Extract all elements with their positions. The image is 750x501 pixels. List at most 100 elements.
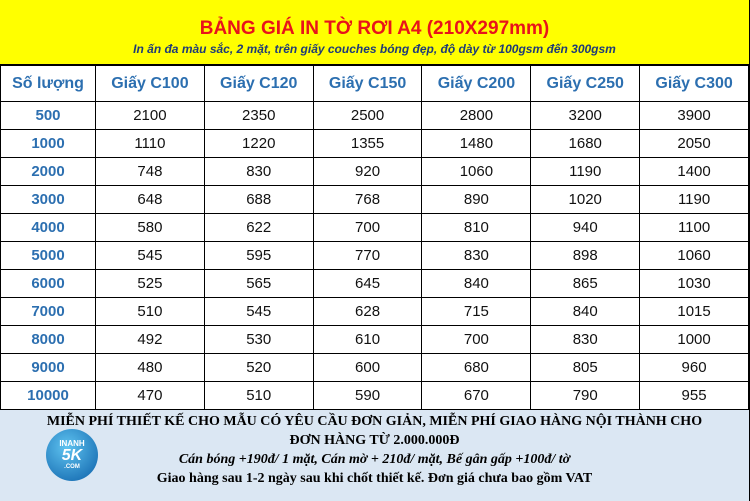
price-cell: 688 bbox=[203, 185, 314, 214]
table-row: 500 2100 2350 2500 2800 3200 3900 bbox=[0, 101, 749, 130]
price-cell: 1355 bbox=[312, 129, 423, 158]
logo-text: 5K bbox=[61, 447, 83, 464]
table-row: 1000 1110 1220 1355 1480 1680 2050 bbox=[0, 129, 749, 158]
price-cell: 830 bbox=[421, 241, 532, 270]
price-cell: 920 bbox=[312, 157, 423, 186]
title: BẢNG GIÁ IN TỜ RƠI A4 (210X297mm) bbox=[199, 18, 550, 39]
column-header: Giấy C250 bbox=[530, 65, 641, 102]
table-row: 6000 525 565 645 840 865 1030 bbox=[0, 269, 749, 298]
price-cell: 840 bbox=[421, 269, 532, 298]
price-table: Số lượng Giấy C100 Giấy C120 Giấy C150 Giấy … bbox=[0, 65, 749, 410]
price-cell: 2800 bbox=[421, 101, 532, 130]
price-cell: 470 bbox=[95, 381, 205, 410]
price-cell: 1680 bbox=[530, 129, 641, 158]
price-cell: 600 bbox=[312, 353, 423, 382]
price-cell: 1190 bbox=[530, 157, 641, 186]
price-cell: 480 bbox=[95, 353, 205, 382]
footer: INANH 5K .COM MIỄN PHÍ THIẾT KẾ CHO MẪU … bbox=[0, 410, 749, 501]
price-cell: 680 bbox=[421, 353, 532, 382]
price-cell: 510 bbox=[203, 381, 314, 410]
price-cell: 955 bbox=[639, 381, 749, 410]
price-cell: 565 bbox=[203, 269, 314, 298]
price-cell: 645 bbox=[312, 269, 423, 298]
price-cell: 2050 bbox=[639, 129, 749, 158]
price-cell: 748 bbox=[95, 157, 205, 186]
price-cell: 1110 bbox=[95, 129, 205, 158]
price-cell: 890 bbox=[421, 185, 532, 214]
quantity-cell: 4000 bbox=[0, 213, 96, 242]
header-row: Số lượng Giấy C100 Giấy C120 Giấy C150 Giấy … bbox=[0, 65, 749, 102]
quantity-cell: 8000 bbox=[0, 325, 96, 354]
price-cell: 865 bbox=[530, 269, 641, 298]
footer-line: Cán bóng +190đ/ 1 mặt, Cán mờ + 210đ/ mặ… bbox=[178, 452, 571, 467]
table-row: 5000 545 595 770 830 898 1060 bbox=[0, 241, 749, 270]
column-header: Số lượng bbox=[0, 65, 96, 102]
table-row: 8000 492 530 610 700 830 1000 bbox=[0, 325, 749, 354]
price-cell: 1100 bbox=[639, 213, 749, 242]
column-header: Giấy C150 bbox=[312, 65, 423, 102]
logo-text: INANH bbox=[59, 439, 85, 448]
price-cell: 3200 bbox=[530, 101, 641, 130]
price-cell: 830 bbox=[203, 157, 314, 186]
price-cell: 622 bbox=[203, 213, 314, 242]
price-cell: 2350 bbox=[203, 101, 314, 130]
table-row: 9000 480 520 600 680 805 960 bbox=[0, 353, 749, 382]
header: BẢNG GIÁ IN TỜ RƠI A4 (210X297mm) In ấn … bbox=[0, 0, 749, 65]
quantity-cell: 500 bbox=[0, 101, 96, 130]
price-cell: 700 bbox=[312, 213, 423, 242]
table-row: 3000 648 688 768 890 1020 1190 bbox=[0, 185, 749, 214]
price-cell: 1400 bbox=[639, 157, 749, 186]
price-cell: 1060 bbox=[421, 157, 532, 186]
price-cell: 530 bbox=[203, 325, 314, 354]
quantity-cell: 2000 bbox=[0, 157, 96, 186]
table-row: 2000 748 830 920 1060 1190 1400 bbox=[0, 157, 749, 186]
table-row: 7000 510 545 628 715 840 1015 bbox=[0, 297, 749, 326]
price-cell: 648 bbox=[95, 185, 205, 214]
price-cell: 492 bbox=[95, 325, 205, 354]
column-header: Giấy C300 bbox=[639, 65, 749, 102]
price-cell: 1190 bbox=[639, 185, 749, 214]
price-cell: 940 bbox=[530, 213, 641, 242]
price-cell: 670 bbox=[421, 381, 532, 410]
quantity-cell: 7000 bbox=[0, 297, 96, 326]
price-cell: 1480 bbox=[421, 129, 532, 158]
price-cell: 715 bbox=[421, 297, 532, 326]
price-cell: 545 bbox=[95, 241, 205, 270]
price-cell: 770 bbox=[312, 241, 423, 270]
price-cell: 790 bbox=[530, 381, 641, 410]
quantity-cell: 3000 bbox=[0, 185, 96, 214]
price-cell: 1000 bbox=[639, 325, 749, 354]
column-header: Giấy C200 bbox=[421, 65, 532, 102]
price-cell: 590 bbox=[312, 381, 423, 410]
price-cell: 525 bbox=[95, 269, 205, 298]
price-cell: 768 bbox=[312, 185, 423, 214]
price-cell: 960 bbox=[639, 353, 749, 382]
price-cell: 3900 bbox=[639, 101, 749, 130]
price-cell: 545 bbox=[203, 297, 314, 326]
footer-line: Giao hàng sau 1-2 ngày sau khi chốt thiế… bbox=[156, 471, 593, 486]
price-cell: 1020 bbox=[530, 185, 641, 214]
price-cell: 840 bbox=[530, 297, 641, 326]
price-cell: 1030 bbox=[639, 269, 749, 298]
logo-text: .COM bbox=[64, 464, 80, 470]
column-header: Giấy C100 bbox=[95, 65, 205, 102]
price-cell: 830 bbox=[530, 325, 641, 354]
subtitle: In ấn đa màu sắc, 2 mặt, trên giấy couch… bbox=[133, 42, 616, 56]
quantity-cell: 1000 bbox=[0, 129, 96, 158]
price-cell: 898 bbox=[530, 241, 641, 270]
column-header: Giấy C120 bbox=[203, 65, 314, 102]
price-cell: 595 bbox=[203, 241, 314, 270]
price-cell: 520 bbox=[203, 353, 314, 382]
logo: INANH 5K .COM bbox=[46, 429, 98, 481]
price-cell: 810 bbox=[421, 213, 532, 242]
price-cell: 610 bbox=[312, 325, 423, 354]
price-cell: 580 bbox=[95, 213, 205, 242]
price-cell: 628 bbox=[312, 297, 423, 326]
price-cell: 1015 bbox=[639, 297, 749, 326]
price-cell: 700 bbox=[421, 325, 532, 354]
price-cell: 2500 bbox=[312, 101, 423, 130]
footer-line: MIỄN PHÍ THIẾT KẾ CHO MẪU CÓ YÊU CẦU ĐƠN… bbox=[46, 414, 703, 448]
price-cell: 2100 bbox=[95, 101, 205, 130]
price-cell: 510 bbox=[95, 297, 205, 326]
